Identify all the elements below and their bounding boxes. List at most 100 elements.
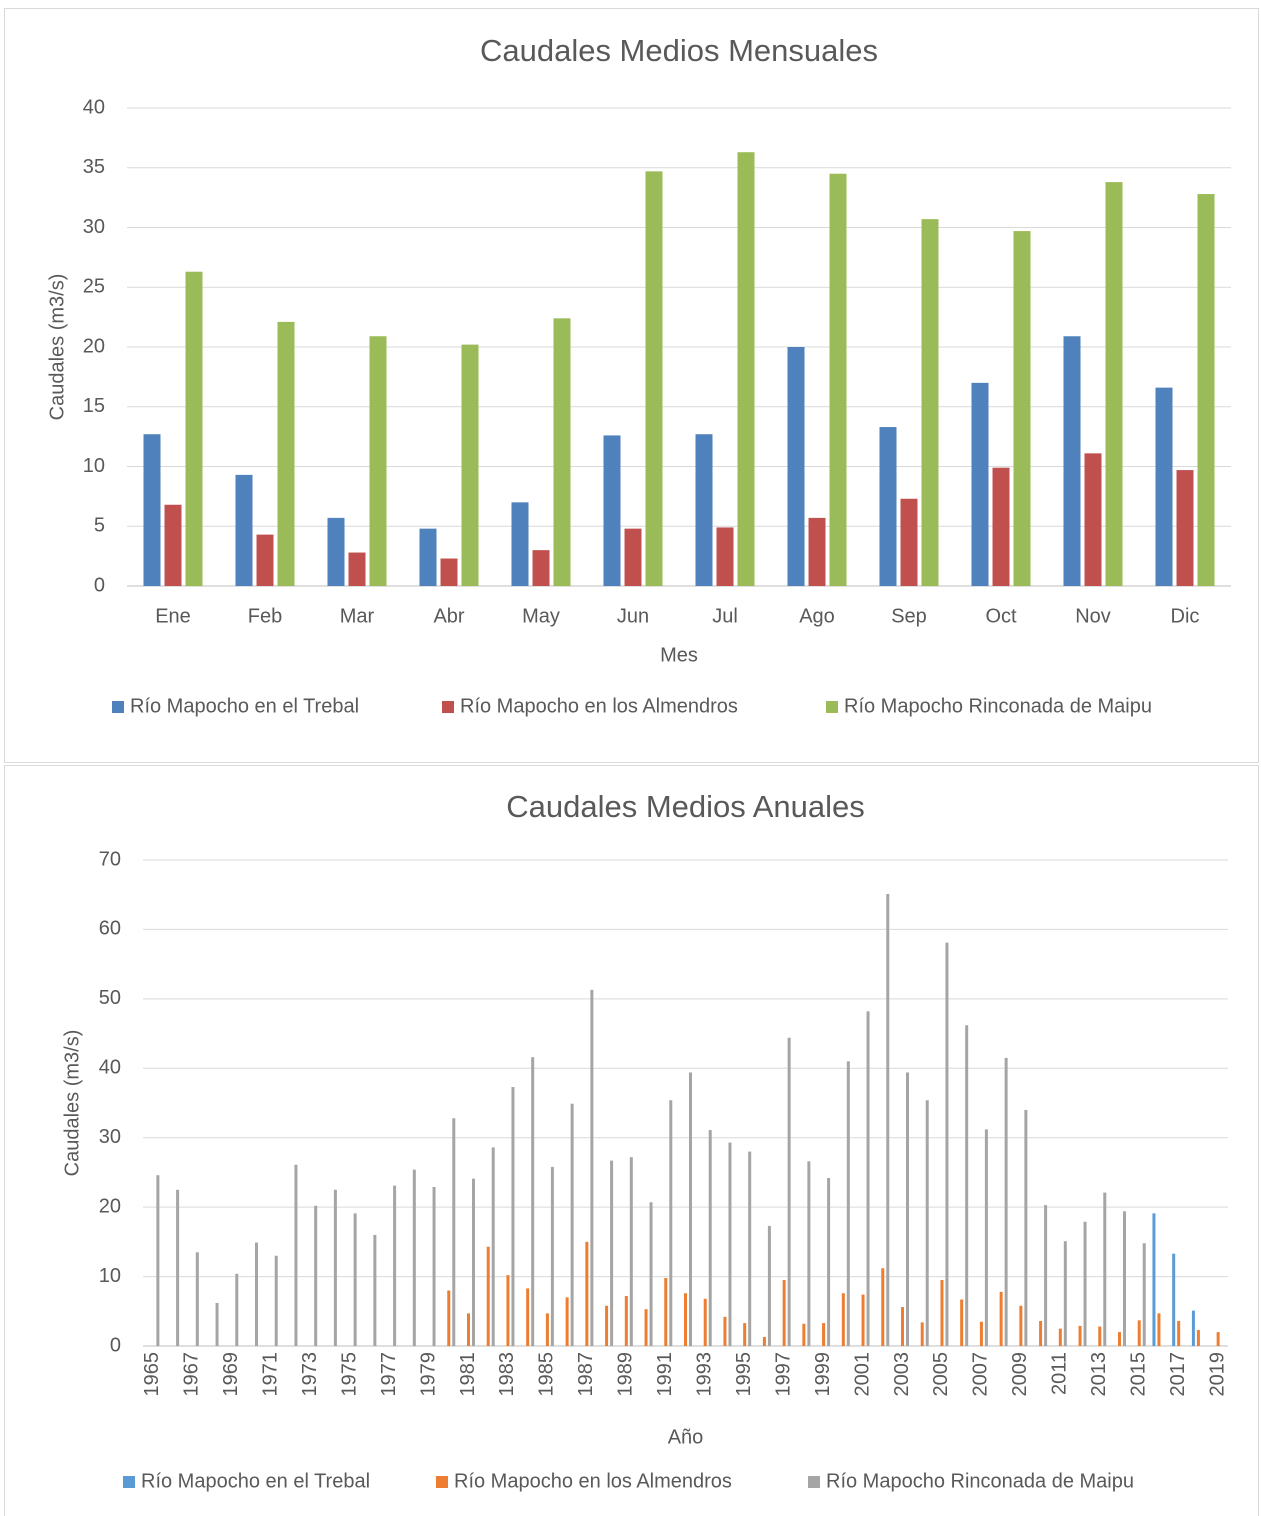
bar: [143, 434, 161, 586]
y-tick-label: 40: [99, 1057, 121, 1079]
bar: [605, 1305, 609, 1346]
x-tick-label: Ago: [799, 605, 835, 627]
bar: [1103, 1192, 1107, 1346]
bar: [565, 1297, 569, 1346]
bar: [256, 534, 274, 586]
bar: [906, 1072, 909, 1346]
x-tick-label: 2015: [1128, 1352, 1150, 1397]
y-tick-label: 0: [94, 574, 105, 596]
bar: [164, 504, 182, 586]
x-tick-label: 1967: [181, 1352, 203, 1397]
bar: [1152, 1213, 1156, 1346]
x-tick-label: Jul: [712, 605, 738, 627]
bar: [999, 1291, 1003, 1346]
legend-swatch: [123, 1476, 135, 1488]
bar: [737, 152, 755, 586]
y-tick-label: 50: [99, 987, 121, 1009]
legend-label: Río Mapocho Rinconada de Maipu: [826, 1470, 1134, 1492]
x-tick-label: 2011: [1049, 1352, 1071, 1395]
y-tick-label: 40: [83, 96, 105, 118]
bar: [452, 1118, 456, 1346]
bar: [491, 1147, 495, 1346]
bar: [1177, 1321, 1181, 1346]
bar: [920, 1322, 924, 1346]
bar: [314, 1205, 318, 1346]
x-tick-label: 1989: [615, 1352, 637, 1397]
y-tick-label: 35: [83, 156, 105, 178]
bar: [921, 219, 939, 586]
x-tick-label: 2001: [851, 1352, 873, 1397]
x-axis-label: Mes: [660, 644, 698, 666]
bar: [762, 1336, 766, 1346]
bar: [432, 1187, 436, 1346]
bar: [1216, 1332, 1220, 1346]
panel: [4, 765, 1259, 1516]
x-tick-label: Abr: [433, 605, 464, 627]
x-tick-label: 2009: [1009, 1352, 1031, 1397]
bar: [235, 1273, 239, 1346]
bar: [723, 1316, 727, 1346]
bar: [900, 498, 918, 586]
bar: [802, 1323, 806, 1346]
bar: [373, 1234, 377, 1346]
bar: [1142, 1243, 1146, 1346]
x-tick-label: 1977: [378, 1352, 400, 1397]
y-tick-label: 10: [99, 1265, 121, 1287]
bar: [603, 435, 621, 586]
bar: [1176, 470, 1194, 586]
bar: [1137, 1320, 1141, 1346]
bar: [545, 1313, 549, 1346]
bar: [1172, 1253, 1176, 1346]
bar: [879, 427, 897, 586]
bar: [461, 344, 479, 586]
x-tick-label: Dic: [1171, 605, 1200, 627]
bar: [506, 1275, 510, 1346]
y-tick-label: 10: [83, 455, 105, 477]
bar: [570, 1103, 574, 1346]
x-axis-label: Año: [668, 1426, 704, 1448]
bar: [1024, 1109, 1028, 1346]
bar: [767, 1225, 771, 1346]
y-tick-label: 0: [110, 1334, 121, 1356]
bar: [886, 894, 890, 1346]
bar: [590, 989, 594, 1346]
x-tick-label: Sep: [891, 605, 927, 627]
panel: [4, 8, 1259, 763]
bar: [649, 1202, 653, 1346]
bar: [846, 1061, 850, 1346]
y-tick-label: 5: [94, 515, 105, 537]
legend-swatch: [442, 701, 454, 713]
bar: [1098, 1326, 1102, 1346]
bar: [195, 1252, 199, 1346]
bar: [532, 550, 550, 586]
y-tick-label: 60: [99, 918, 121, 940]
x-tick-label: Oct: [985, 605, 1017, 627]
bar: [624, 1296, 628, 1346]
y-tick-label: 25: [83, 276, 105, 298]
bar: [866, 1011, 870, 1346]
x-tick-label: 1971: [260, 1352, 282, 1397]
x-tick-label: 2003: [891, 1352, 913, 1397]
bar: [669, 1100, 673, 1346]
bar: [979, 1321, 983, 1346]
x-tick-label: 1991: [654, 1352, 676, 1397]
bar: [965, 1025, 969, 1346]
x-tick-label: 1997: [772, 1352, 794, 1397]
bar: [645, 171, 663, 586]
bar: [782, 1280, 786, 1346]
bar: [1083, 1221, 1087, 1346]
bar: [412, 1169, 416, 1346]
bar: [1084, 453, 1102, 586]
bar: [440, 558, 458, 586]
bar: [841, 1293, 845, 1346]
bar: [511, 502, 529, 586]
bar: [716, 527, 734, 586]
bar: [684, 1293, 687, 1346]
x-tick-label: 1965: [141, 1352, 163, 1397]
bar: [1058, 1328, 1062, 1346]
bar: [664, 1277, 668, 1346]
x-tick-label: 2013: [1088, 1352, 1110, 1397]
bar: [1063, 1241, 1067, 1346]
bar: [486, 1246, 490, 1346]
bar: [644, 1309, 648, 1346]
